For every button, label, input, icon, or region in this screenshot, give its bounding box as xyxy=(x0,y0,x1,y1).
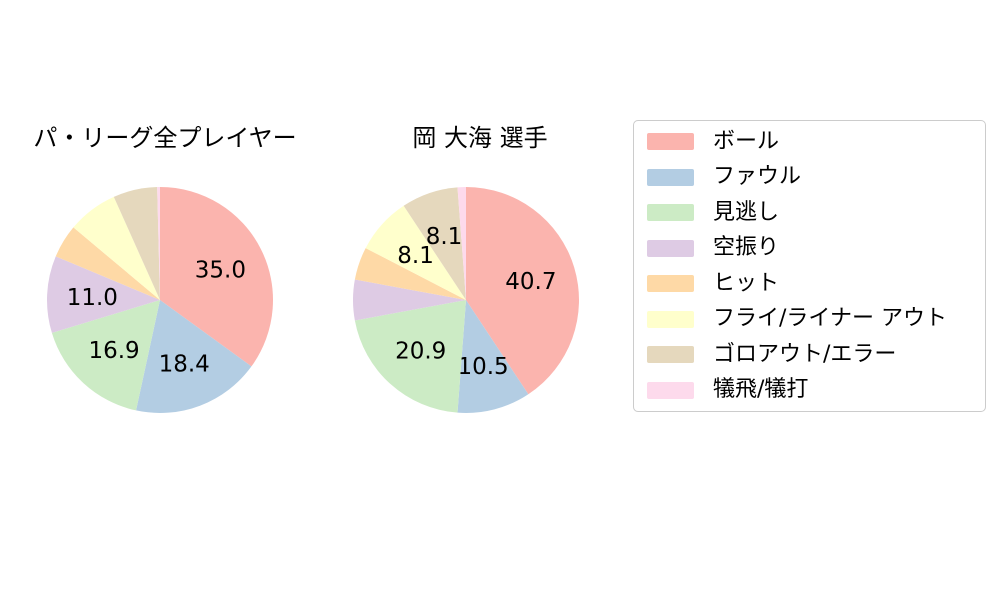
legend-item-label: フライ/ライナー アウト xyxy=(713,306,947,332)
pie-slice xyxy=(403,187,466,300)
legend-item-label: ヒット xyxy=(713,270,780,296)
pie-slice xyxy=(46,256,160,333)
legend-swatch xyxy=(647,168,694,186)
legend: ボールファウル見逃し空振りヒットフライ/ライナー アウト ゴロアウト/エラー 犠飛/… xyxy=(633,120,986,412)
pie-slice xyxy=(457,187,466,300)
pie-slice xyxy=(365,205,466,300)
left-pie-title: パ・リーグ全プレイヤー xyxy=(33,124,297,152)
pie-slice-label: 10.5 xyxy=(457,354,508,380)
pie-slice-label: 35.0 xyxy=(195,257,246,283)
pie-slice-label: 20.9 xyxy=(395,339,446,365)
pie-slice xyxy=(73,196,160,300)
pie-slice xyxy=(55,227,160,300)
legend-item: フライ/ライナー アウト xyxy=(634,302,985,338)
legend-swatch xyxy=(647,239,694,257)
legend-item-label: 空振り xyxy=(713,235,780,261)
pie-slice xyxy=(113,187,160,300)
pie-slice xyxy=(51,300,160,411)
pie-slice xyxy=(136,300,252,413)
legend-item-label: ファウル xyxy=(713,164,802,190)
pie-slice-label: 16.9 xyxy=(88,338,139,364)
legend-item: ファウル xyxy=(634,160,985,196)
legend-item: ゴロアウト/エラー xyxy=(634,337,985,373)
pie-slice-label: 18.4 xyxy=(159,352,210,378)
pie-slice xyxy=(354,300,466,413)
legend-item: 犠飛/犠打 xyxy=(634,373,985,409)
legend-item-label: ゴロアウト/エラー xyxy=(713,341,897,367)
pie-slice xyxy=(354,248,466,300)
left-pie-chart: 35.0 18.4 16.9 11.0 xyxy=(46,187,274,413)
legend-swatch xyxy=(647,275,694,293)
legend-item: ヒット xyxy=(634,266,985,302)
right-pie-title: 岡 大海 選手 xyxy=(412,124,548,152)
pie-slice-label: 8.1 xyxy=(397,243,434,269)
pie-slice xyxy=(157,187,160,300)
legend-swatch xyxy=(647,381,694,399)
legend-item-label: 犠飛/犠打 xyxy=(713,377,809,403)
legend-item-label: ボール xyxy=(713,128,780,154)
pie-slice xyxy=(160,187,274,367)
legend-swatch xyxy=(647,133,694,151)
right-pie-chart: 40.7 10.5 20.9 8.18.1 xyxy=(352,187,580,414)
legend-item: 見逃し xyxy=(634,195,985,231)
pie-slice xyxy=(457,300,529,414)
legend-item: ボール xyxy=(634,124,985,160)
legend-item-label: 見逃し xyxy=(713,199,780,225)
pie-slice xyxy=(466,187,580,395)
pie-slice xyxy=(352,279,466,321)
pie-slice-label: 8.1 xyxy=(426,224,463,250)
legend-swatch xyxy=(647,310,694,328)
pie-slice-label: 11.0 xyxy=(67,285,118,311)
legend-swatch xyxy=(647,346,694,364)
pie-slice-label: 40.7 xyxy=(505,269,556,295)
legend-swatch xyxy=(647,204,694,222)
legend-item: 空振り xyxy=(634,231,985,267)
